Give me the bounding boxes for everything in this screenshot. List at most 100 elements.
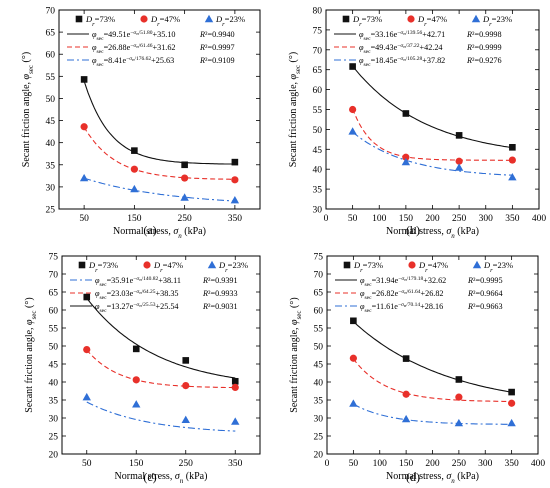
y-tick-label: 65: [46, 29, 56, 39]
svg-text:R²=0.9933: R²=0.9933: [202, 289, 238, 298]
panel-caption: (c): [143, 470, 156, 484]
fit-curve-0: [353, 321, 512, 393]
x-tick-label: 200: [425, 459, 440, 469]
legend-marker-1: [140, 15, 148, 23]
svg-text:φsec=8.41e−σn/176.62+25.63: φsec=8.41e−σn/176.62+25.63: [92, 56, 174, 68]
y-tick-label: 75: [313, 26, 323, 36]
svg-text:R²=0.9031: R²=0.9031: [202, 302, 238, 311]
svg-text:φsec=26.88e−σn/61.46+31.62: φsec=26.88e−σn/61.46+31.62: [92, 43, 176, 55]
svg-text:R²=0.9997: R²=0.9997: [199, 43, 235, 52]
legend-entry-0: Dr=73%: [353, 260, 383, 274]
data-point-0-1: [131, 147, 138, 154]
x-tick-label: 400: [531, 459, 546, 469]
data-point-1-0: [349, 105, 357, 114]
svg-text:φsec=13.27e−σn/25.53+25.54: φsec=13.27e−σn/25.53+25.54: [95, 302, 179, 314]
y-tick-label: 70: [313, 46, 323, 56]
x-tick-label: 400: [532, 214, 547, 224]
x-axis-label: Normal stress, σn (kPa): [113, 226, 206, 240]
fit-curve-1: [86, 349, 236, 389]
x-tick-label: 150: [127, 214, 142, 224]
y-tick-label: 35: [49, 397, 59, 407]
y-tick-label: 50: [313, 126, 323, 136]
x-axis-label: Normal stress, σn (kPa): [386, 471, 479, 485]
data-point-0-1: [402, 355, 410, 362]
x-tick-label: 50: [349, 459, 359, 469]
fit-equation-1: φsec=23.03e−σn/64.25+38.35 R²=0.9933: [95, 289, 238, 301]
svg-text:R²=0.9999: R²=0.9999: [466, 43, 502, 52]
data-point-0-1: [132, 345, 140, 353]
x-tick-label: 150: [129, 459, 144, 469]
fit-curve-0: [352, 65, 513, 149]
legend-marker-1: [407, 15, 415, 23]
y-tick-label: 25: [49, 433, 59, 443]
x-tick-label: 50: [82, 459, 92, 469]
x-tick-label: 350: [505, 214, 520, 224]
panel-caption: (a): [143, 223, 156, 237]
data-point-0-0: [83, 293, 91, 301]
data-point-2-3: [231, 417, 240, 425]
y-tick-label: 45: [46, 117, 56, 127]
y-axis-label: Secant friction angle, φsec (°): [288, 52, 302, 167]
x-tick-label: 0: [325, 459, 330, 469]
data-point-0-2: [181, 161, 188, 169]
fit-curve-2: [86, 401, 236, 432]
legend-marker-0: [343, 261, 351, 269]
x-tick-label: 250: [178, 214, 193, 224]
svg-text:φsec=23.03e−σn/64.25+38.35: φsec=23.03e−σn/64.25+38.35: [95, 289, 179, 301]
y-axis-label: Secant friction angle, φsec (°): [21, 52, 35, 167]
y-tick-label: 65: [314, 289, 324, 299]
svg-text:R²=0.9663: R²=0.9663: [467, 302, 503, 311]
panel-caption: (d): [406, 470, 420, 484]
legend-entry-1: Dr=47%: [150, 14, 180, 28]
x-tick-label: 100: [373, 459, 388, 469]
svg-text:φsec=11.61e−σn/70.14+28.16: φsec=11.61e−σn/70.14+28.16: [360, 302, 443, 314]
y-tick-label: 35: [314, 397, 324, 407]
data-point-1-3: [231, 176, 239, 184]
svg-text:R²=0.9995: R²=0.9995: [467, 276, 503, 285]
data-point-1-0: [349, 354, 357, 362]
legend-entry-2: Dr=23%: [483, 260, 513, 274]
x-tick-label: 300: [478, 459, 493, 469]
y-tick-label: 60: [49, 307, 59, 317]
fit-curve-2: [83, 177, 235, 202]
data-point-1-1: [130, 165, 138, 173]
svg-text:φsec=26.82e−σn/61.64+26.82: φsec=26.82e−σn/61.64+26.82: [360, 289, 444, 301]
y-tick-label: 20: [314, 451, 324, 461]
fit-equation-2: φsec=8.41e−σn/176.62+25.63 R²=0.9109: [92, 56, 235, 68]
y-tick-label: 70: [49, 271, 59, 281]
legend-entry-0: Dr=73%: [85, 14, 115, 28]
legend-entry-2: Dr=23%: [482, 14, 512, 28]
fit-equation-2: φsec=11.61e−σn/70.14+28.16 R²=0.9663: [360, 302, 503, 314]
data-point-1-0: [83, 346, 91, 354]
svg-text:R²=0.9391: R²=0.9391: [202, 276, 238, 285]
data-point-2-3: [507, 418, 516, 427]
data-point-2-0: [82, 392, 91, 401]
y-tick-label: 35: [313, 186, 323, 196]
y-tick-label: 25: [314, 433, 324, 443]
legend-entry-0: Dr=73%: [88, 260, 118, 274]
data-point-2-2: [454, 163, 464, 171]
legend-marker-0: [78, 261, 86, 269]
data-point-0-3: [231, 377, 239, 385]
svg-text:R²=0.9109: R²=0.9109: [199, 56, 235, 65]
data-point-1-2: [181, 174, 189, 182]
plot-frame: [58, 9, 261, 210]
data-point-0-2: [182, 357, 190, 364]
y-tick-label: 40: [49, 379, 59, 389]
x-tick-label: 150: [399, 459, 414, 469]
fit-equation-2: φsec=35.91e−σn/140.82+38.11 R²=0.9391: [95, 276, 238, 288]
svg-text:R²=0.9998: R²=0.9998: [466, 30, 502, 39]
x-tick-label: 250: [179, 459, 194, 469]
legend-marker-2: [472, 260, 482, 269]
y-tick-label: 35: [46, 161, 56, 171]
x-tick-label: 250: [452, 459, 467, 469]
data-point-0-2: [455, 132, 463, 139]
y-tick-label: 45: [314, 361, 324, 371]
svg-text:φsec=35.91e−σn/140.82+38.11: φsec=35.91e−σn/140.82+38.11: [95, 276, 181, 288]
fit-equation-2: φsec=18.45e−σn/105.28+37.82 R²=0.9276: [359, 56, 502, 68]
data-point-0-1: [402, 110, 410, 117]
data-point-1-3: [231, 383, 239, 391]
data-point-1-1: [402, 153, 410, 161]
legend-marker-2: [204, 14, 214, 23]
x-tick-label: 100: [372, 214, 387, 224]
